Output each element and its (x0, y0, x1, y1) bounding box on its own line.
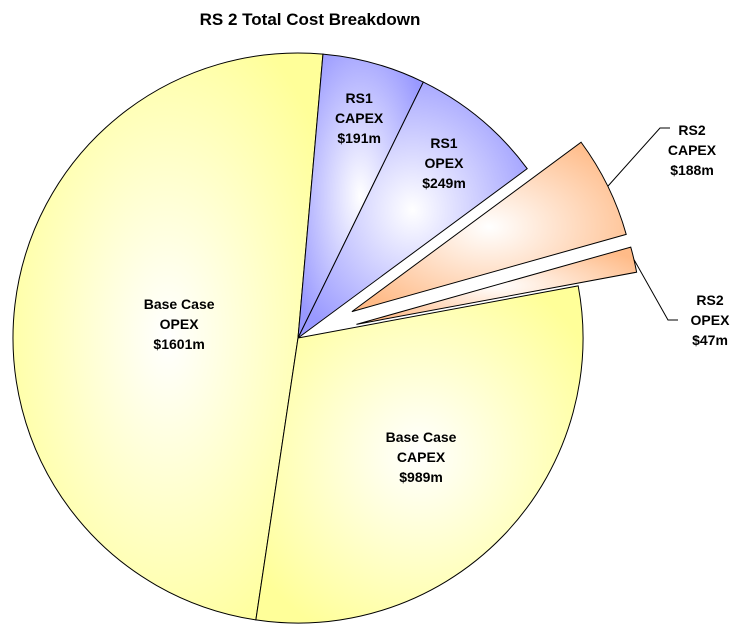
pie-slice (356, 246, 638, 325)
slice-category: RS2 CAPEX (667, 122, 717, 158)
chart-title: RS 2 Total Cost Breakdown (199, 10, 421, 29)
data-label: Base Case OPEX $1601m (134, 294, 224, 354)
slice-category: RS1 CAPEX (335, 90, 384, 127)
slice-value: $1601m (153, 335, 205, 352)
slice-category: Base Case OPEX (143, 295, 215, 332)
data-label: RS1 OPEX $249m (414, 133, 474, 193)
slice-value: $47m (692, 332, 728, 348)
data-label: Base Case CAPEX $989m (376, 427, 466, 487)
slice-category: Base Case CAPEX (385, 428, 457, 465)
data-label: RS2 CAPEX $188m (662, 120, 722, 180)
slice-value: $191m (337, 130, 381, 147)
pie-slice (255, 285, 584, 624)
slice-category: RS1 OPEX (424, 134, 464, 171)
leader-line (633, 259, 678, 321)
leader-line (607, 127, 670, 187)
pie-slice (297, 81, 528, 339)
pie-slice (351, 141, 627, 313)
data-label: RS2 OPEX $47m (680, 290, 740, 350)
slice-category: RS2 OPEX (690, 292, 730, 328)
slice-value: $249m (422, 174, 466, 191)
slice-value: $989m (399, 468, 443, 485)
pie-slice (12, 52, 324, 621)
slice-value: $188m (670, 162, 714, 178)
data-label: RS1 CAPEX $191m (329, 88, 389, 148)
